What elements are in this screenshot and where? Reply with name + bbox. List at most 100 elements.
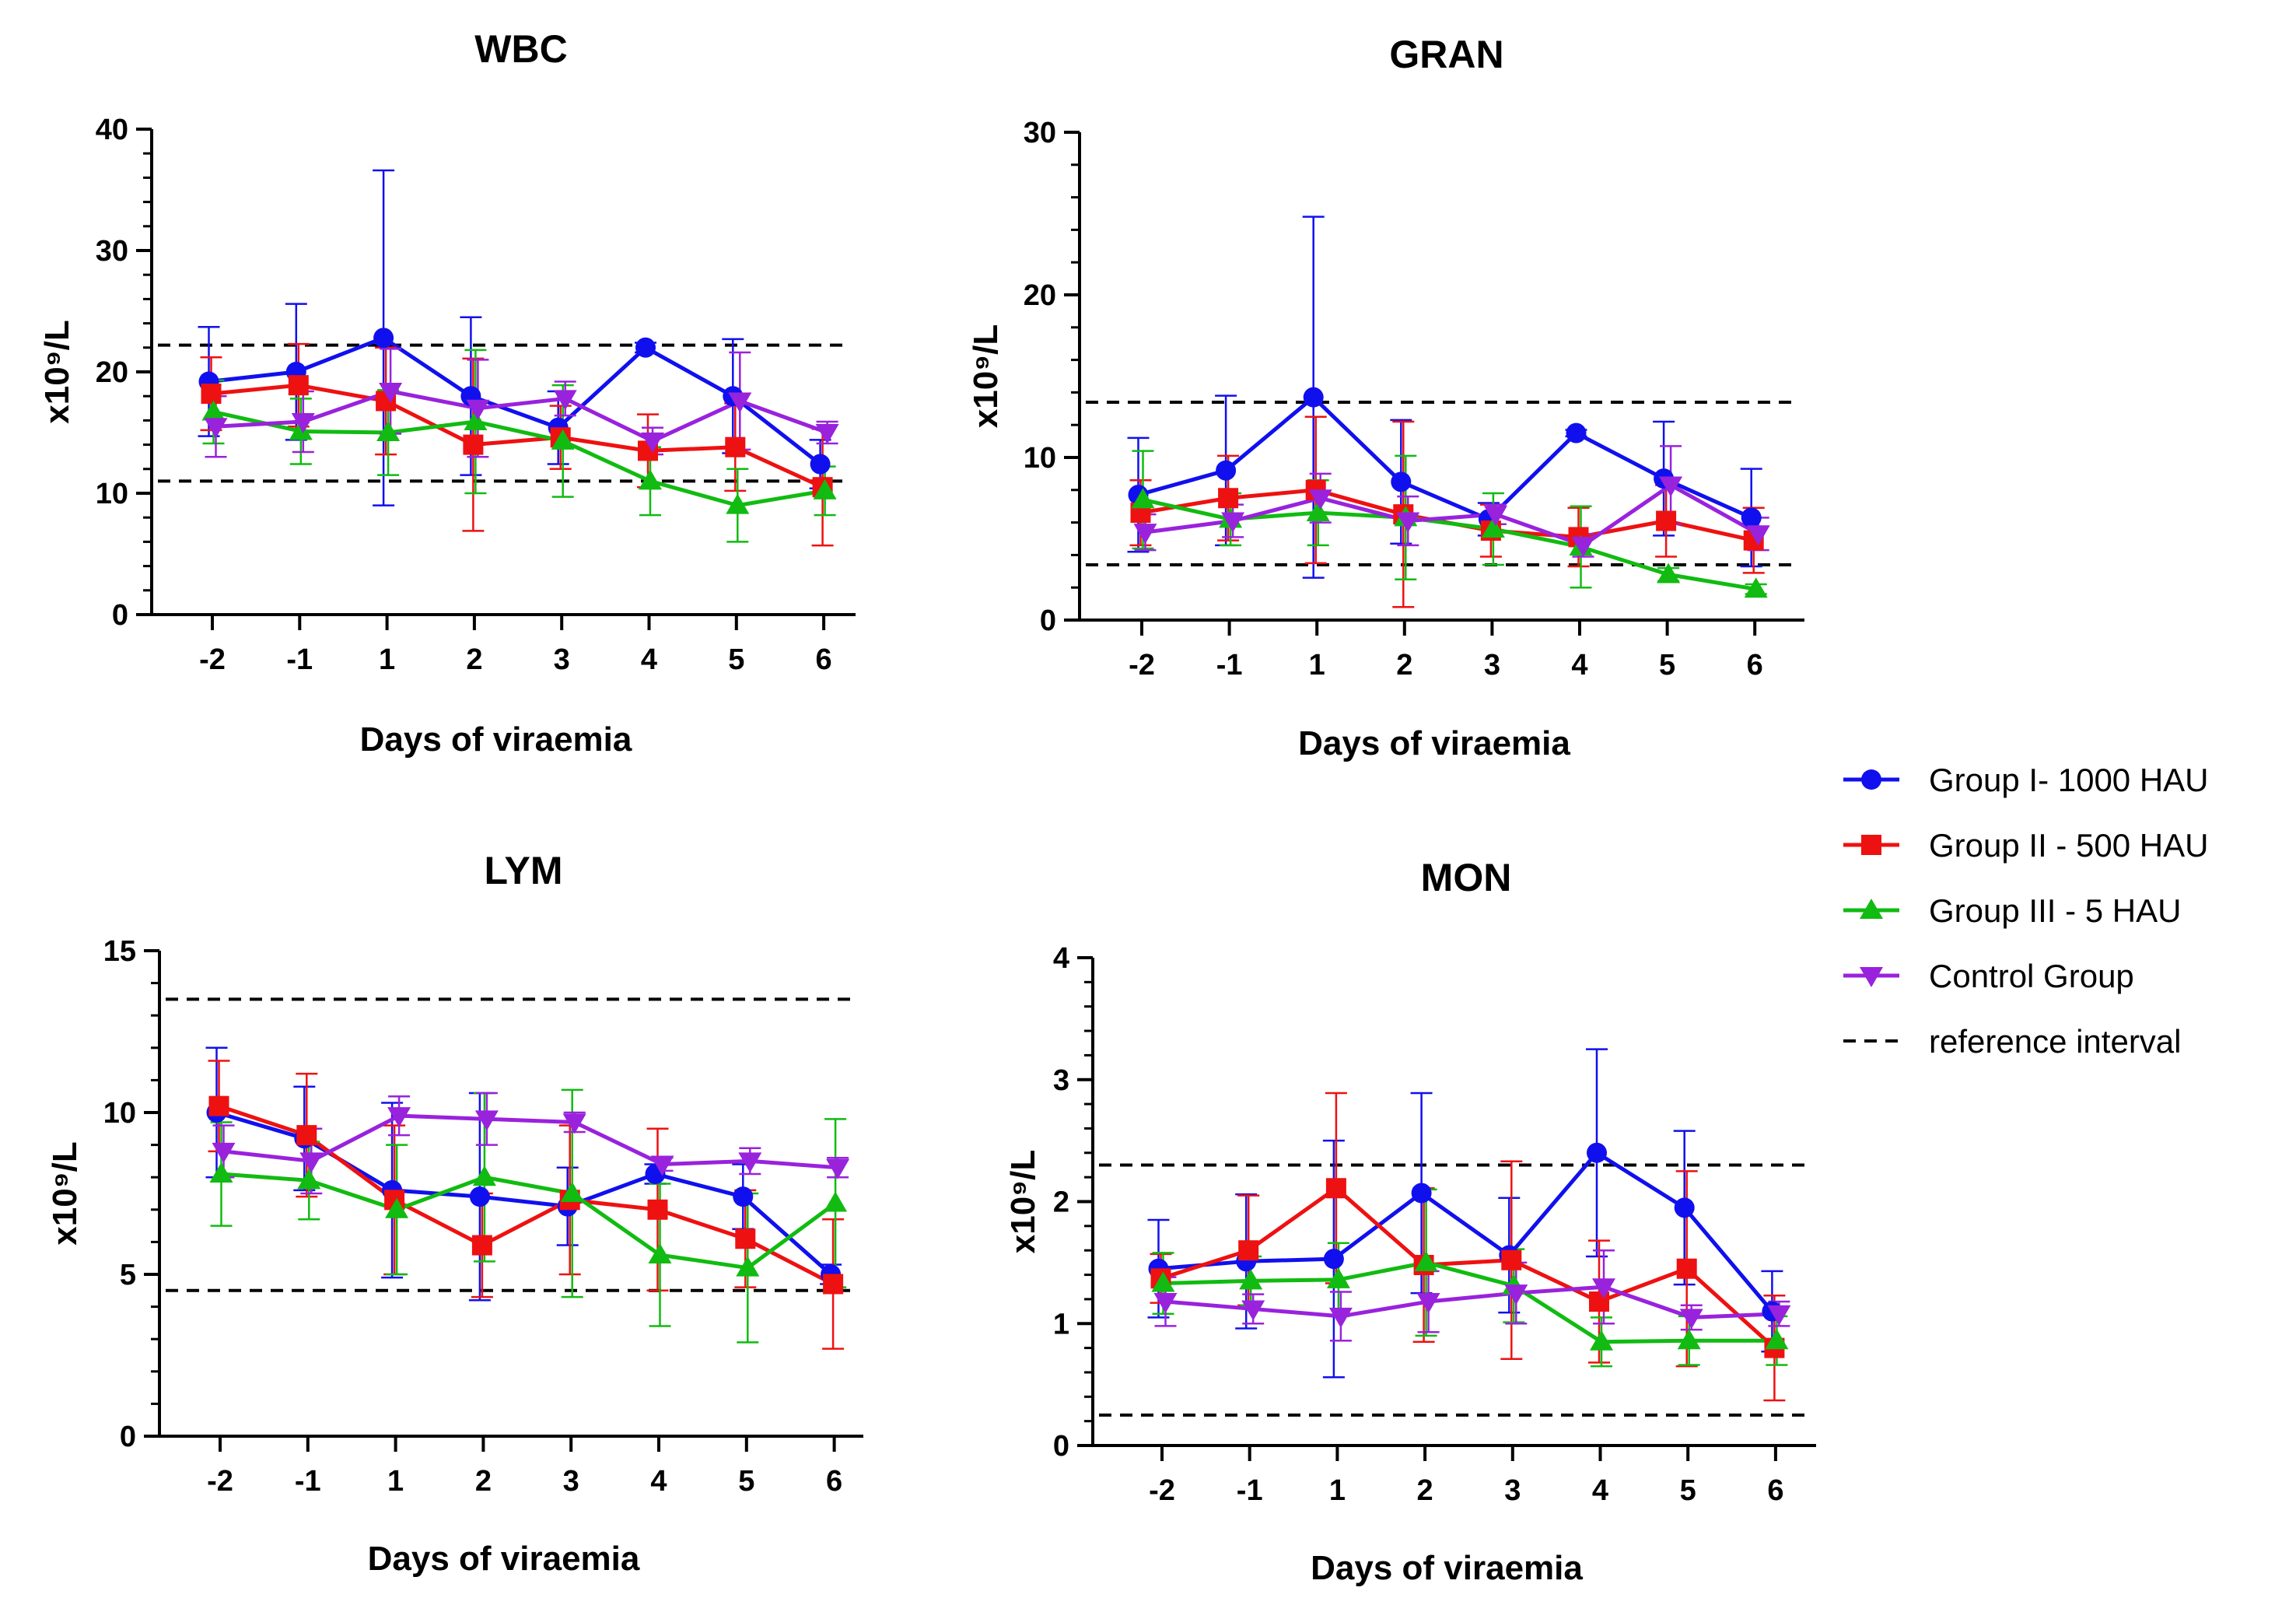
- data-point: [1133, 524, 1157, 545]
- x-axis-label: Days of viraemia: [1311, 1549, 1583, 1587]
- markers-control: [212, 1107, 850, 1179]
- data-point: [288, 375, 309, 396]
- data-point: [466, 399, 490, 420]
- x-tick-label: -1: [1237, 1474, 1263, 1507]
- data-point: [464, 409, 488, 430]
- series-line: [211, 383, 824, 489]
- data-point: [736, 1256, 760, 1277]
- panel-lym: LYM 0 5 10 15 -2 -1 1 2 3 4 5 6 Days of viraemia x10⁹/…: [46, 849, 863, 1578]
- x-tick-label: -2: [207, 1465, 233, 1498]
- data-point: [1303, 387, 1324, 408]
- data-point: [1218, 488, 1239, 509]
- x-tick-label: -2: [199, 643, 226, 676]
- data-point: [1674, 1197, 1695, 1218]
- data-point: [1306, 501, 1330, 522]
- data-point: [291, 412, 315, 433]
- data-point: [1677, 1329, 1701, 1350]
- y-tick-label: 1: [1053, 1308, 1069, 1340]
- x-tick-label: 3: [1484, 649, 1500, 682]
- data-point: [471, 1235, 492, 1256]
- data-point: [1241, 1300, 1265, 1321]
- data-point: [1746, 525, 1770, 546]
- data-point: [635, 337, 656, 358]
- data-point: [376, 421, 401, 441]
- series-line: [218, 1104, 835, 1286]
- markers-group-3: [201, 400, 837, 514]
- data-point: [824, 1191, 848, 1212]
- x-tick-label: 2: [1417, 1474, 1433, 1507]
- legend-marker: [1861, 769, 1881, 790]
- data-point: [1571, 536, 1595, 557]
- data-point: [735, 1228, 756, 1249]
- x-tick-label: 1: [1309, 649, 1325, 682]
- data-point: [823, 1274, 844, 1295]
- data-point: [1765, 1329, 1789, 1350]
- data-point: [1481, 517, 1505, 538]
- data-point: [560, 1182, 584, 1202]
- series-line: [1137, 395, 1752, 521]
- y-tick-label: 0: [1040, 604, 1056, 637]
- data-point: [1414, 1250, 1438, 1271]
- x-axis-label: Days of viraemia: [360, 720, 632, 759]
- x-tick-label: -2: [1129, 649, 1155, 682]
- x-tick-label: 5: [1659, 649, 1675, 682]
- series-line: [1163, 1260, 1777, 1344]
- data-point: [1131, 488, 1155, 509]
- data-point: [469, 1186, 490, 1207]
- data-point: [1328, 1307, 1353, 1328]
- data-point: [639, 469, 662, 490]
- data-point: [1396, 512, 1420, 533]
- legend-label: reference interval: [1929, 1023, 2182, 1060]
- data-point: [289, 419, 313, 440]
- panel-wbc: WBC 0 10 20 30 40 -2 -1 1 2 3 4 5 6 Days of viraemia x1…: [38, 27, 856, 759]
- data-point: [201, 400, 226, 421]
- x-tick-label: 5: [728, 643, 744, 676]
- y-tick-label: 30: [96, 235, 128, 268]
- x-tick-label: 3: [554, 643, 570, 676]
- data-point: [472, 1165, 496, 1186]
- series-line: [1160, 1186, 1776, 1350]
- y-tick-label: 40: [96, 114, 128, 146]
- data-point: [1656, 510, 1677, 531]
- data-point: [1153, 1293, 1178, 1314]
- data-point: [733, 1186, 754, 1207]
- data-point: [296, 1125, 317, 1146]
- x-tick-label: 2: [1396, 649, 1412, 682]
- markers-control: [204, 382, 839, 453]
- data-point: [1411, 1183, 1432, 1204]
- series-line: [212, 410, 826, 508]
- data-point: [299, 1152, 324, 1173]
- series-line: [1145, 483, 1759, 548]
- y-axis-label: x10⁹/L: [967, 324, 1005, 428]
- y-axis-label: x10⁹/L: [46, 1141, 84, 1245]
- x-tick-label: -1: [286, 643, 313, 676]
- markers-control: [1133, 476, 1770, 557]
- x-tick-label: 5: [1680, 1474, 1696, 1507]
- data-point: [648, 1243, 672, 1264]
- data-point: [474, 1110, 499, 1131]
- series-line: [221, 1172, 837, 1270]
- legend-marker: [1860, 899, 1883, 919]
- x-tick-label: 2: [466, 643, 482, 676]
- x-tick-label: 3: [563, 1465, 579, 1498]
- y-tick-label: 0: [112, 599, 128, 632]
- markers-group-3: [209, 1162, 848, 1277]
- data-point: [738, 1152, 762, 1173]
- x-tick-label: 5: [738, 1465, 754, 1498]
- data-point: [201, 384, 222, 405]
- data-point: [212, 1142, 236, 1163]
- data-point: [297, 1169, 321, 1190]
- y-tick-label: 0: [1053, 1430, 1069, 1463]
- series-line: [1158, 1151, 1774, 1313]
- x-tick-label: 6: [816, 643, 832, 676]
- data-point: [1308, 489, 1332, 510]
- data-point: [1590, 1330, 1613, 1351]
- data-point: [728, 392, 752, 413]
- y-tick-label: 20: [1024, 279, 1056, 312]
- panel-title: MON: [1421, 856, 1512, 899]
- x-tick-label: 6: [1767, 1474, 1783, 1507]
- x-axis-label: Days of viraemia: [1298, 724, 1570, 762]
- legend-label: Group II - 500 HAU: [1929, 827, 2208, 864]
- legend-item: Group II - 500 HAU: [1843, 827, 2208, 864]
